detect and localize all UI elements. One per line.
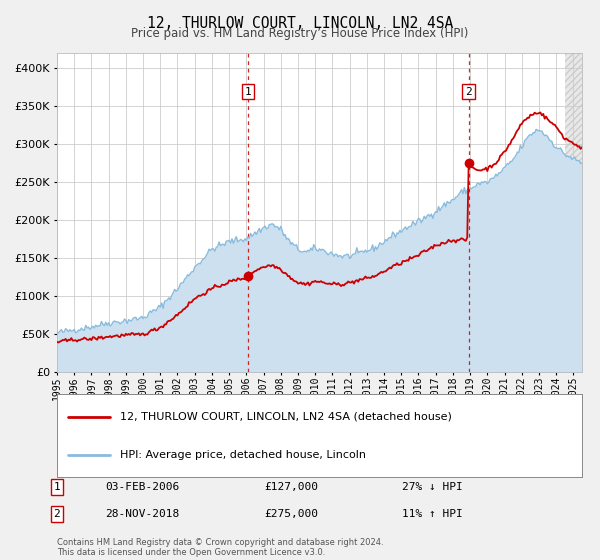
Text: 2: 2 — [465, 86, 472, 96]
Text: HPI: Average price, detached house, Lincoln: HPI: Average price, detached house, Linc… — [120, 450, 366, 460]
Text: 2: 2 — [53, 509, 61, 519]
Text: Price paid vs. HM Land Registry’s House Price Index (HPI): Price paid vs. HM Land Registry’s House … — [131, 27, 469, 40]
Text: 12, THURLOW COURT, LINCOLN, LN2 4SA (detached house): 12, THURLOW COURT, LINCOLN, LN2 4SA (det… — [120, 412, 452, 422]
Text: 27% ↓ HPI: 27% ↓ HPI — [402, 482, 463, 492]
Text: This data is licensed under the Open Government Licence v3.0.: This data is licensed under the Open Gov… — [57, 548, 325, 557]
Text: 28-NOV-2018: 28-NOV-2018 — [105, 509, 179, 519]
Bar — [565, 53, 582, 372]
Text: 1: 1 — [53, 482, 61, 492]
Text: 11% ↑ HPI: 11% ↑ HPI — [402, 509, 463, 519]
Text: Contains HM Land Registry data © Crown copyright and database right 2024.: Contains HM Land Registry data © Crown c… — [57, 538, 383, 547]
Text: 03-FEB-2006: 03-FEB-2006 — [105, 482, 179, 492]
Text: £275,000: £275,000 — [264, 509, 318, 519]
Text: 1: 1 — [245, 86, 251, 96]
Text: £127,000: £127,000 — [264, 482, 318, 492]
Text: 12, THURLOW COURT, LINCOLN, LN2 4SA: 12, THURLOW COURT, LINCOLN, LN2 4SA — [147, 16, 453, 31]
